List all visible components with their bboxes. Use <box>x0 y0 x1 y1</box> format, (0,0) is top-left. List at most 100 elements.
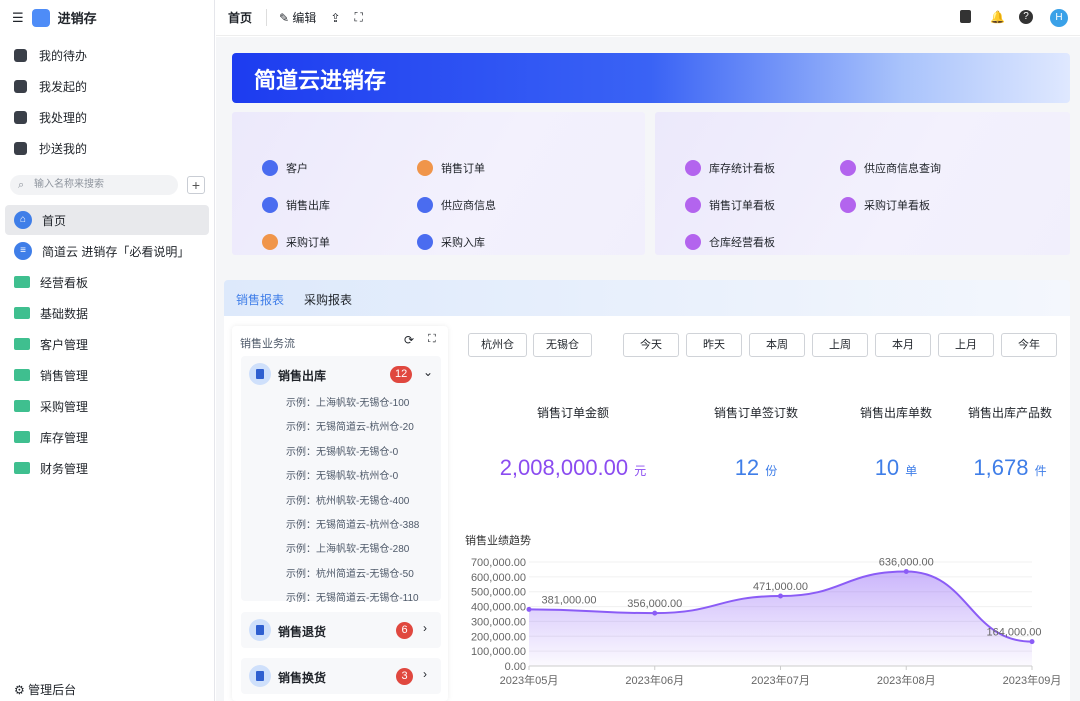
flow-item[interactable]: 示例：上海帆软-无锡仓-100 <box>286 398 410 409</box>
search-input[interactable]: ⌕ 输入名称来搜索 <box>10 175 178 195</box>
shortcut-label: 采购订单 <box>286 237 330 249</box>
chevron-right-icon[interactable]: › <box>423 621 427 635</box>
period-filter-button[interactable]: 上周 <box>812 333 868 357</box>
tab-sales-report[interactable]: 销售报表 <box>236 291 285 318</box>
dashboard-icon <box>685 197 701 213</box>
expand-icon[interactable]: ⛶ <box>428 333 436 345</box>
shortcut-link[interactable]: 采购订单 <box>262 234 330 250</box>
sidebar-item-label: 首页 <box>42 213 67 228</box>
shortcut-link[interactable]: 客户 <box>262 160 308 176</box>
nav-item[interactable]: 我发起的 <box>14 78 87 95</box>
data-point <box>778 593 783 599</box>
sidebar-item[interactable]: 采购管理 <box>5 391 209 421</box>
data-label: 381,000.00 <box>541 594 596 606</box>
help-icon[interactable]: ? <box>1019 10 1033 24</box>
nav-item[interactable]: 抄送我的 <box>14 140 87 157</box>
pencil-icon: ✎ <box>279 11 290 25</box>
sidebar-item-label: 简道云 进销存「必看说明」 <box>42 244 190 259</box>
sidebar-item-label: 销售管理 <box>40 368 89 383</box>
stat-unit: 份 <box>765 464 778 478</box>
flow-item[interactable]: 示例：无锡简道云-杭州仓-20 <box>286 422 414 434</box>
chevron-down-icon[interactable]: ⌄ <box>423 365 434 379</box>
inbox-check-icon <box>14 111 27 124</box>
period-filter-button[interactable]: 本周 <box>749 333 805 357</box>
flow-item[interactable]: 示例：无锡简道云-杭州仓-388 <box>286 520 420 531</box>
shortcut-link[interactable]: 销售订单 <box>417 160 485 176</box>
sidebar-item[interactable]: 销售管理 <box>5 360 209 390</box>
fullscreen-icon[interactable]: ⛶ <box>354 10 363 24</box>
flow-item[interactable]: 示例：无锡帆软-无锡仓-0 <box>286 446 399 458</box>
shortcut-link[interactable]: 仓库经营看板 <box>685 234 775 250</box>
sidebar-item[interactable]: ≡ 简道云 进销存「必看说明」 <box>5 236 209 266</box>
play-icon <box>14 80 27 93</box>
chevron-right-icon[interactable]: › <box>423 667 427 681</box>
period-filter-button[interactable]: 上月 <box>938 333 994 357</box>
data-label: 356,000.00 <box>627 598 682 610</box>
admin-link[interactable]: ⚙ 管理后台 <box>14 681 76 698</box>
menu-toggle-icon[interactable]: ☰ <box>12 9 24 25</box>
book-icon[interactable] <box>960 10 971 23</box>
shortcut-link[interactable]: 库存统计看板 <box>685 160 775 176</box>
shortcut-link[interactable]: 采购订单看板 <box>840 197 930 213</box>
warehouse-filter-button[interactable]: 杭州仓 <box>468 333 527 357</box>
document-icon: ≡ <box>14 242 32 260</box>
data-point <box>903 569 909 575</box>
flow-group[interactable]: 销售出库 12 ⌄ 示例：上海帆软-无锡仓-100 示例：无锡简道云-杭州仓-20 示例：… <box>241 356 441 605</box>
stat-unit: 单 <box>905 464 918 478</box>
shortcut-link[interactable]: 采购入库 <box>417 234 485 250</box>
y-tick-label: 600,000.00 <box>471 572 526 584</box>
add-button[interactable]: + <box>187 176 205 194</box>
y-tick-label: 700,000.00 <box>471 557 526 569</box>
dashboard-icon <box>840 197 856 213</box>
sidebar-item[interactable]: 客户管理 <box>5 329 209 359</box>
shortcut-link[interactable]: 销售订单看板 <box>685 197 775 213</box>
shortcut-link[interactable]: 供应商信息查询 <box>840 160 941 176</box>
period-filter-button[interactable]: 今年 <box>1001 333 1057 357</box>
flow-item[interactable]: 示例：无锡帆软-杭州仓-0 <box>286 471 399 483</box>
sidebar-item-label: 经营看板 <box>40 275 89 290</box>
send-icon <box>14 142 27 155</box>
sidebar-item[interactable]: 财务管理 <box>5 453 209 483</box>
stat-value: 1,678 件 <box>910 455 1080 481</box>
flow-item[interactable]: 示例：杭州帆软-无锡仓-400 <box>286 495 410 507</box>
nav-item[interactable]: 我处理的 <box>14 109 87 126</box>
tab-purchase-report[interactable]: 采购报表 <box>304 293 353 307</box>
report-tabs: 销售报表 采购报表 <box>224 280 1070 318</box>
x-tick-label: 2023年07月 <box>751 673 810 687</box>
sidebar-item[interactable]: ⌂ 首页 <box>5 205 209 235</box>
y-tick-label: 200,000.00 <box>471 631 526 643</box>
dashboard-icon <box>685 234 701 250</box>
flow-group[interactable]: 销售退货 6 › <box>241 612 441 648</box>
count-badge: 3 <box>396 668 413 685</box>
home-icon: ⌂ <box>14 211 32 229</box>
nav-item[interactable]: 我的待办 <box>14 47 87 64</box>
nav-label: 我处理的 <box>39 111 88 125</box>
avatar[interactable]: H <box>1050 9 1068 27</box>
sidebar-item[interactable]: 基础数据 <box>5 298 209 328</box>
flow-item[interactable]: 示例：无锡简道云-无锡仓-110 <box>286 593 419 605</box>
flow-group[interactable]: 销售换货 3 › <box>241 658 441 694</box>
flow-item[interactable]: 示例：杭州简道云-无锡仓-50 <box>286 568 414 580</box>
sidebar-item[interactable]: 库存管理 <box>5 422 209 452</box>
admin-label: 管理后台 <box>28 683 77 697</box>
clipboard-icon <box>249 363 271 385</box>
share-icon[interactable]: ⇪ <box>330 10 341 25</box>
shortcut-link[interactable]: 销售出库 <box>262 197 330 213</box>
banner-title: 简道云进销存 <box>254 68 387 93</box>
flow-item[interactable]: 示例：上海帆软-无锡仓-280 <box>286 544 410 556</box>
stat-number: 2,008,000.00 <box>499 455 629 480</box>
sidebar-item[interactable]: 经营看板 <box>5 267 209 297</box>
stat-number: 10 <box>874 455 900 480</box>
period-filter-button[interactable]: 今天 <box>623 333 679 357</box>
shortcut-label: 销售订单看板 <box>709 200 775 212</box>
period-filter-button[interactable]: 昨天 <box>686 333 742 357</box>
refresh-icon[interactable]: ⟳ <box>404 333 415 347</box>
bell-icon[interactable]: 🔔 <box>990 10 1005 24</box>
warehouse-filter-button[interactable]: 无锡仓 <box>533 333 592 357</box>
edit-button[interactable]: ✎ 编辑 <box>266 9 316 26</box>
period-filter-button[interactable]: 本月 <box>875 333 931 357</box>
search-icon: ⌕ <box>18 179 25 191</box>
sidebar-item-label: 库存管理 <box>40 430 89 445</box>
shortcut-link[interactable]: 供应商信息 <box>417 197 496 213</box>
folder-icon <box>14 276 30 288</box>
